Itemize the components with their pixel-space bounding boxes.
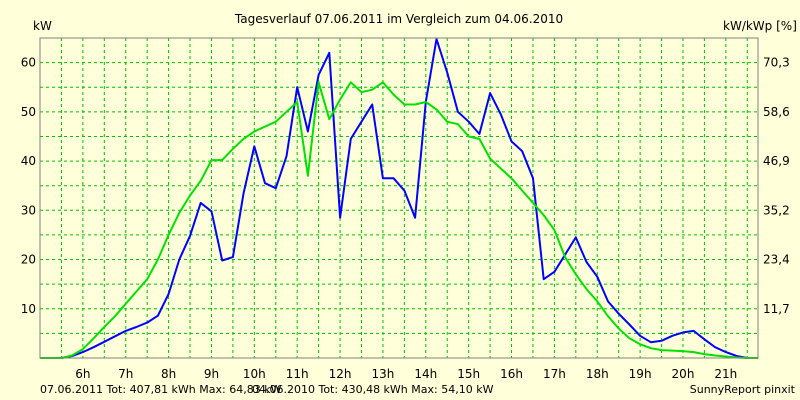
x-tick-label: 19h <box>629 367 652 381</box>
y2-tick-label: 58,6 <box>763 105 790 119</box>
x-tick-label: 17h <box>543 367 566 381</box>
plot-area <box>40 38 758 358</box>
x-tick-label: 11h <box>286 367 309 381</box>
series-line-1 <box>40 38 758 359</box>
y-tick-label: 50 <box>21 105 36 119</box>
y-tick-label: 30 <box>21 203 36 217</box>
series-line-2 <box>40 81 758 359</box>
plot-frame <box>39 37 759 359</box>
y-axis-label: kW <box>33 19 52 33</box>
y2-tick-label: 46,9 <box>763 154 790 168</box>
x-tick-label: 9h <box>204 367 219 381</box>
x-tick-label: 14h <box>414 367 437 381</box>
grid <box>40 38 758 358</box>
legend-entry-series-1: 07.06.2011 Tot: 407,81 kWh Max: 64,83 kW <box>40 383 282 396</box>
series-layer <box>40 38 758 359</box>
x-tick-label: 10h <box>243 367 266 381</box>
y2-tick-label: 70,3 <box>763 56 790 70</box>
x-tick-label: 12h <box>329 367 352 381</box>
y2-tick-label: 11,7 <box>763 302 790 316</box>
tick-labels: 10 20 30 40 50 60 11,7 23,4 35,2 46,9 58,6 70,3 6h 7h… <box>21 56 790 381</box>
x-tick-label: 18h <box>586 367 609 381</box>
y-tick-label: 20 <box>21 253 36 267</box>
x-tick-label: 21h <box>714 367 737 381</box>
x-tick-label: 16h <box>500 367 523 381</box>
legend-entry-series-2: 04.06.2010 Tot: 430,48 kWh Max: 54,10 kW <box>252 383 494 396</box>
x-tick-label: 15h <box>457 367 480 381</box>
y-tick-label: 40 <box>21 154 36 168</box>
x-tick-label: 20h <box>672 367 695 381</box>
y2-tick-label: 35,2 <box>763 203 790 217</box>
x-tick-label: 13h <box>371 367 394 381</box>
x-tick-label: 6h <box>75 367 90 381</box>
y-tick-label: 60 <box>21 56 36 70</box>
x-tick-label: 8h <box>161 367 176 381</box>
chart-title: Tagesverlauf 07.06.2011 im Vergleich zum… <box>234 12 563 26</box>
y2-tick-label: 23,4 <box>763 253 790 267</box>
y2-axis-label: kW/kWp [%] <box>723 19 797 33</box>
footer-credit: SunnyReport pinxit <box>690 383 796 396</box>
x-tick-label: 7h <box>118 367 133 381</box>
y-tick-label: 10 <box>21 302 36 316</box>
